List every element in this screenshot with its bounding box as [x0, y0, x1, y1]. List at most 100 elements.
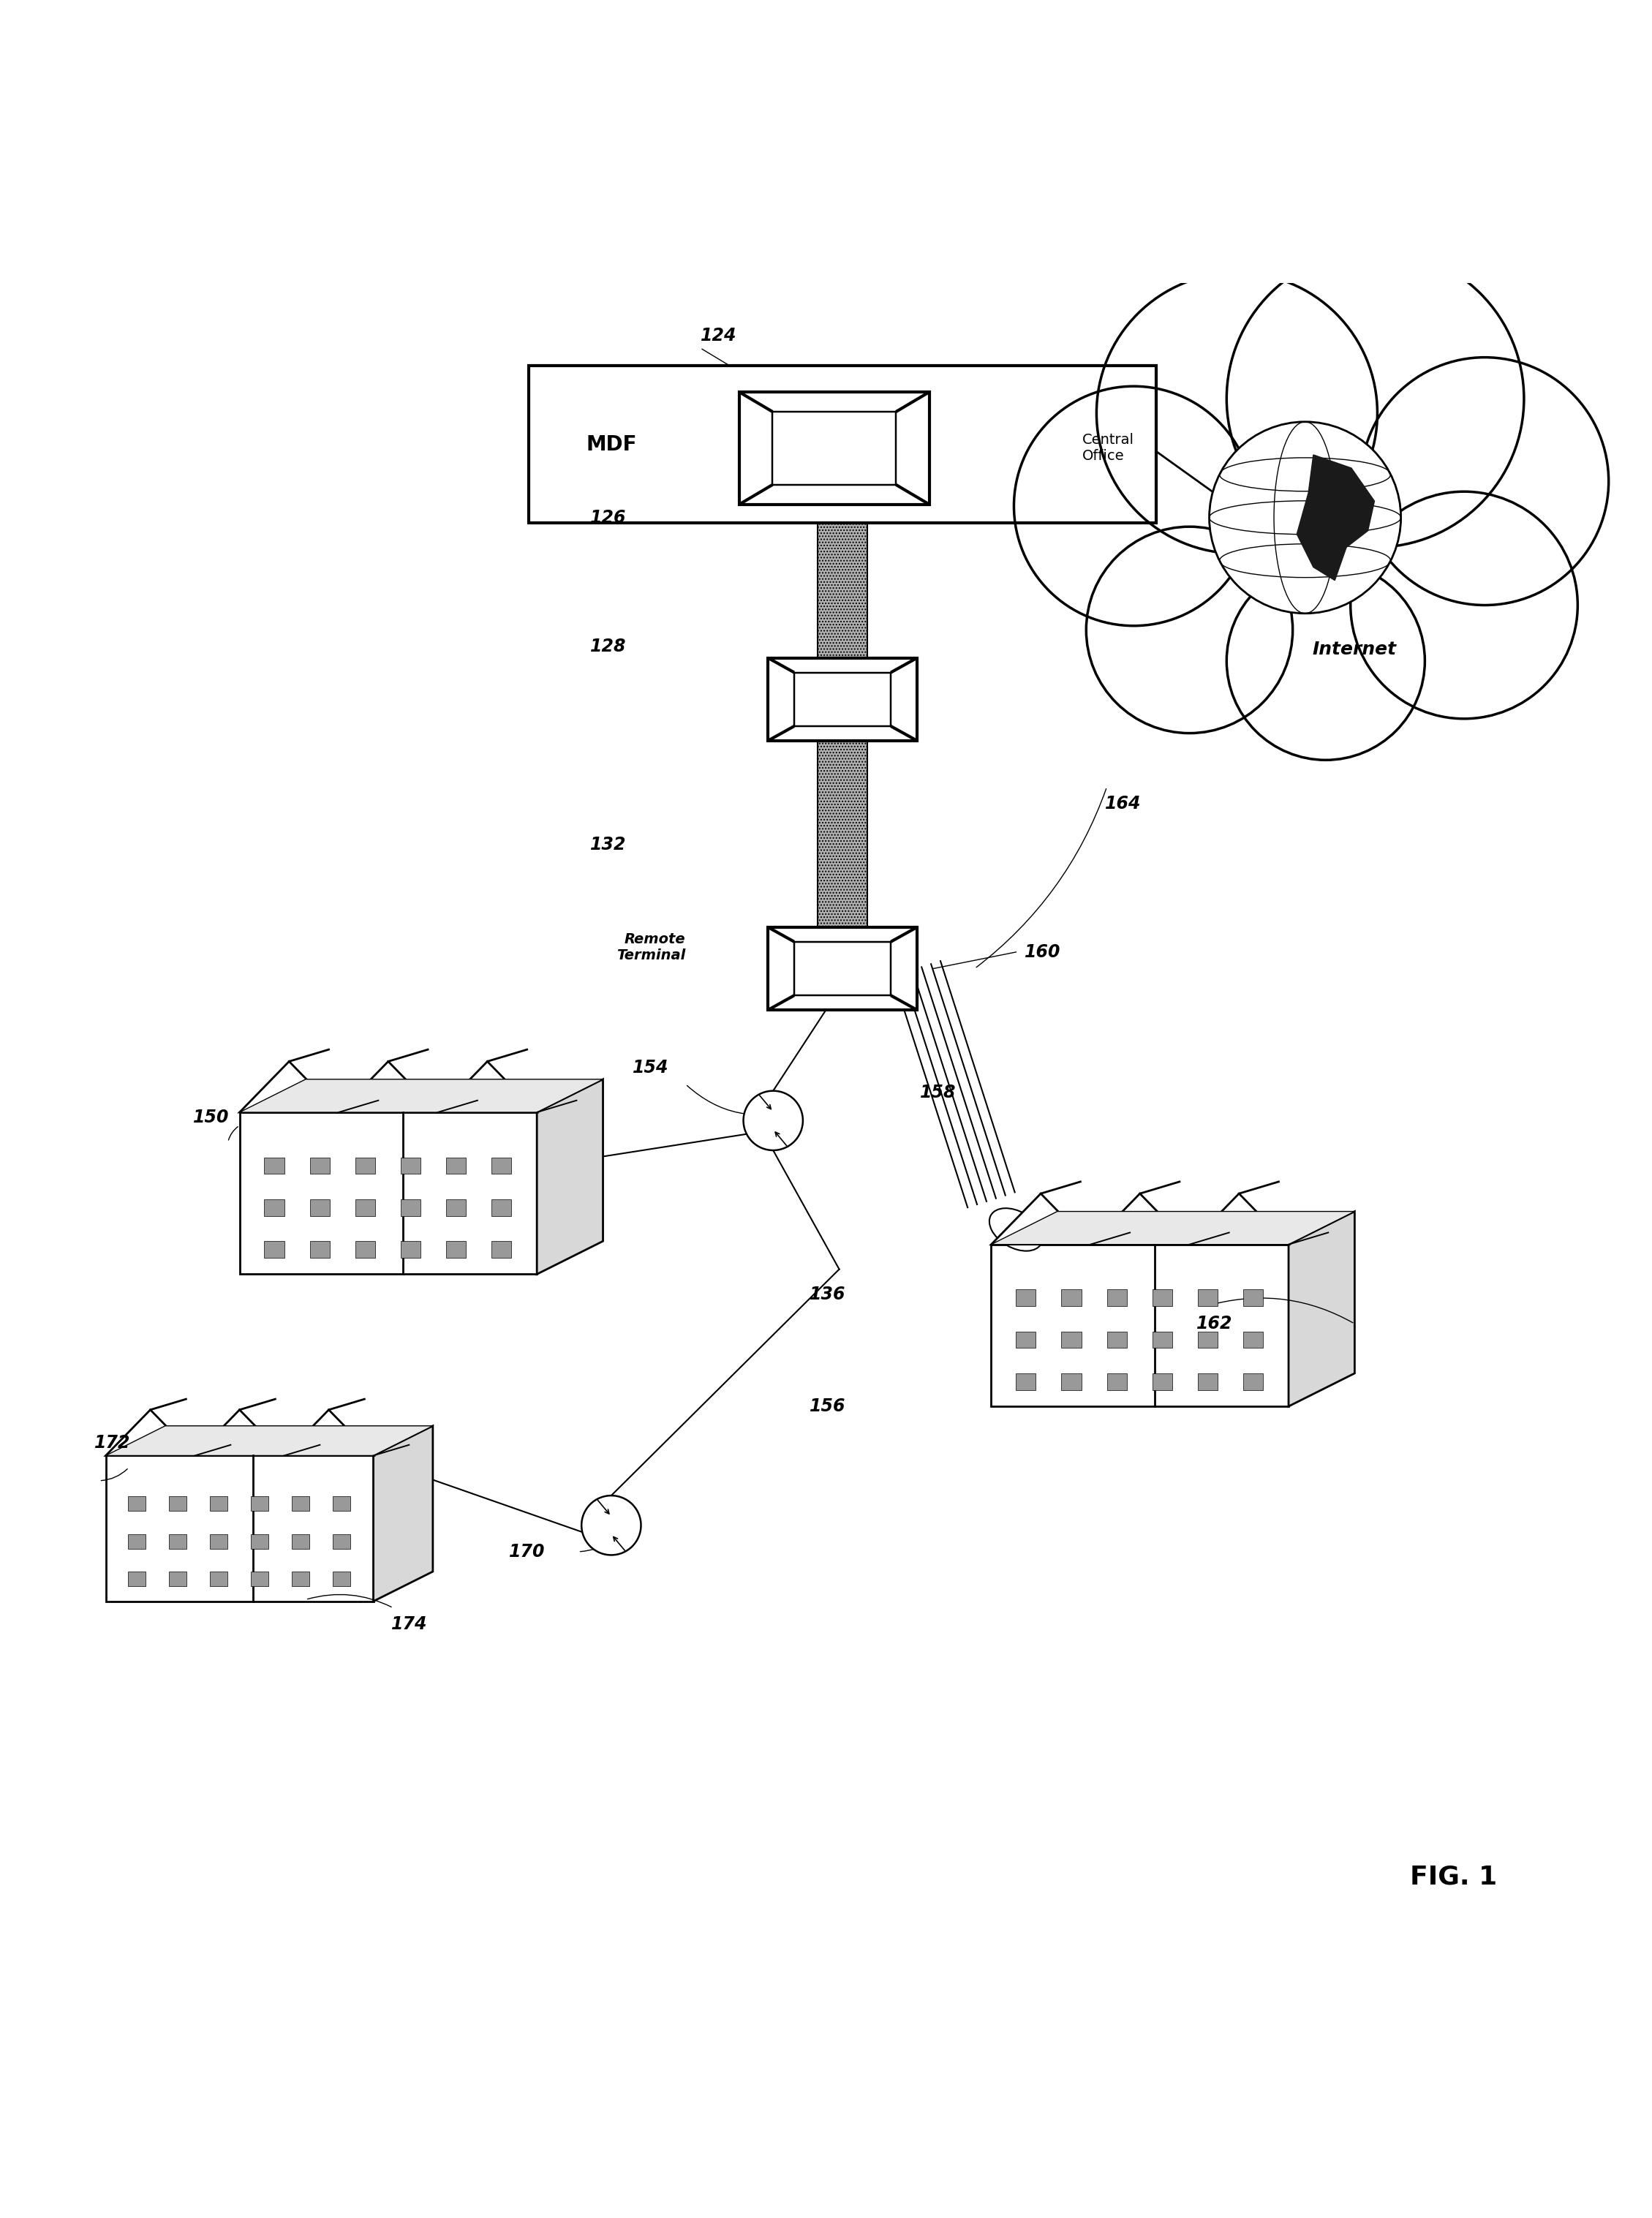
Bar	[264, 1242, 284, 1258]
Text: 174: 174	[392, 1615, 428, 1632]
Bar	[492, 1200, 512, 1215]
Polygon shape	[195, 1411, 284, 1455]
Bar	[1153, 1289, 1171, 1306]
Bar	[1153, 1373, 1171, 1391]
Bar	[795, 943, 890, 996]
Bar	[1016, 1289, 1036, 1306]
Bar	[1061, 1289, 1080, 1306]
Text: Remote
Terminal: Remote Terminal	[616, 932, 686, 963]
Polygon shape	[240, 1080, 603, 1111]
Bar	[768, 927, 917, 1009]
Bar	[210, 1535, 228, 1548]
Text: FIG. 1: FIG. 1	[1411, 1865, 1497, 1890]
Text: Internet: Internet	[1313, 641, 1396, 659]
Bar	[1242, 1373, 1262, 1391]
Bar	[251, 1535, 269, 1548]
Bar	[332, 1497, 350, 1510]
Bar	[818, 523, 867, 665]
Bar	[492, 1242, 512, 1258]
Bar	[309, 1242, 329, 1258]
Bar	[1061, 1373, 1080, 1391]
Bar	[251, 1497, 269, 1510]
Text: 128: 128	[590, 637, 626, 654]
Circle shape	[1226, 251, 1525, 548]
Bar	[1198, 1373, 1218, 1391]
Bar	[169, 1573, 187, 1586]
Bar	[400, 1200, 420, 1215]
Bar	[529, 366, 1156, 523]
Bar	[991, 1244, 1289, 1406]
Polygon shape	[1289, 1211, 1355, 1406]
Text: 172: 172	[94, 1433, 131, 1451]
Bar	[1242, 1289, 1262, 1306]
Bar	[492, 1158, 512, 1173]
Bar	[818, 741, 867, 936]
Polygon shape	[1297, 455, 1374, 581]
Bar	[210, 1573, 228, 1586]
Text: 158: 158	[920, 1085, 957, 1102]
Text: 126: 126	[590, 508, 626, 526]
Bar	[1061, 1331, 1080, 1349]
Circle shape	[1361, 357, 1609, 606]
Bar	[106, 1455, 373, 1601]
Bar	[291, 1535, 309, 1548]
Polygon shape	[240, 1062, 339, 1111]
Polygon shape	[991, 1193, 1090, 1244]
Bar	[740, 393, 928, 503]
Bar	[127, 1573, 145, 1586]
Polygon shape	[106, 1411, 195, 1455]
Bar	[264, 1158, 284, 1173]
Bar	[1153, 1331, 1171, 1349]
Polygon shape	[537, 1080, 603, 1273]
Bar	[127, 1497, 145, 1510]
Circle shape	[1087, 526, 1292, 734]
Bar	[768, 659, 917, 741]
Bar	[446, 1200, 466, 1215]
Polygon shape	[106, 1426, 433, 1455]
Circle shape	[743, 1091, 803, 1151]
Circle shape	[1350, 492, 1578, 719]
Bar	[240, 1111, 537, 1273]
Bar	[1107, 1373, 1127, 1391]
Text: Central
Office: Central Office	[1082, 433, 1133, 464]
Bar	[332, 1535, 350, 1548]
Bar	[264, 1200, 284, 1215]
Circle shape	[1097, 273, 1378, 554]
Polygon shape	[1189, 1193, 1289, 1244]
Bar	[1107, 1331, 1127, 1349]
Text: 160: 160	[1024, 943, 1061, 960]
Bar	[773, 413, 895, 486]
Bar	[332, 1573, 350, 1586]
Bar	[169, 1497, 187, 1510]
Bar	[400, 1158, 420, 1173]
Bar	[446, 1158, 466, 1173]
Polygon shape	[373, 1426, 433, 1601]
Bar	[169, 1535, 187, 1548]
Bar	[309, 1200, 329, 1215]
Text: 150: 150	[193, 1109, 230, 1127]
Text: 132: 132	[590, 836, 626, 854]
Bar	[1016, 1331, 1036, 1349]
Bar	[446, 1242, 466, 1258]
Circle shape	[1226, 561, 1424, 761]
Bar	[291, 1497, 309, 1510]
Bar	[251, 1573, 269, 1586]
Bar	[1107, 1289, 1127, 1306]
Bar	[1198, 1289, 1218, 1306]
Circle shape	[1014, 386, 1254, 625]
Polygon shape	[991, 1211, 1355, 1244]
Polygon shape	[284, 1411, 373, 1455]
Text: MDF: MDF	[586, 435, 638, 455]
Bar	[210, 1497, 228, 1510]
Bar	[355, 1158, 375, 1173]
Bar	[1242, 1331, 1262, 1349]
Text: 156: 156	[809, 1397, 846, 1415]
Bar	[1198, 1331, 1218, 1349]
Text: 170: 170	[509, 1544, 545, 1561]
Bar	[127, 1535, 145, 1548]
Text: 162: 162	[1196, 1315, 1232, 1333]
Text: 164: 164	[1105, 794, 1142, 812]
Polygon shape	[438, 1062, 537, 1111]
Text: 154: 154	[633, 1058, 669, 1076]
Text: 124: 124	[700, 326, 737, 344]
